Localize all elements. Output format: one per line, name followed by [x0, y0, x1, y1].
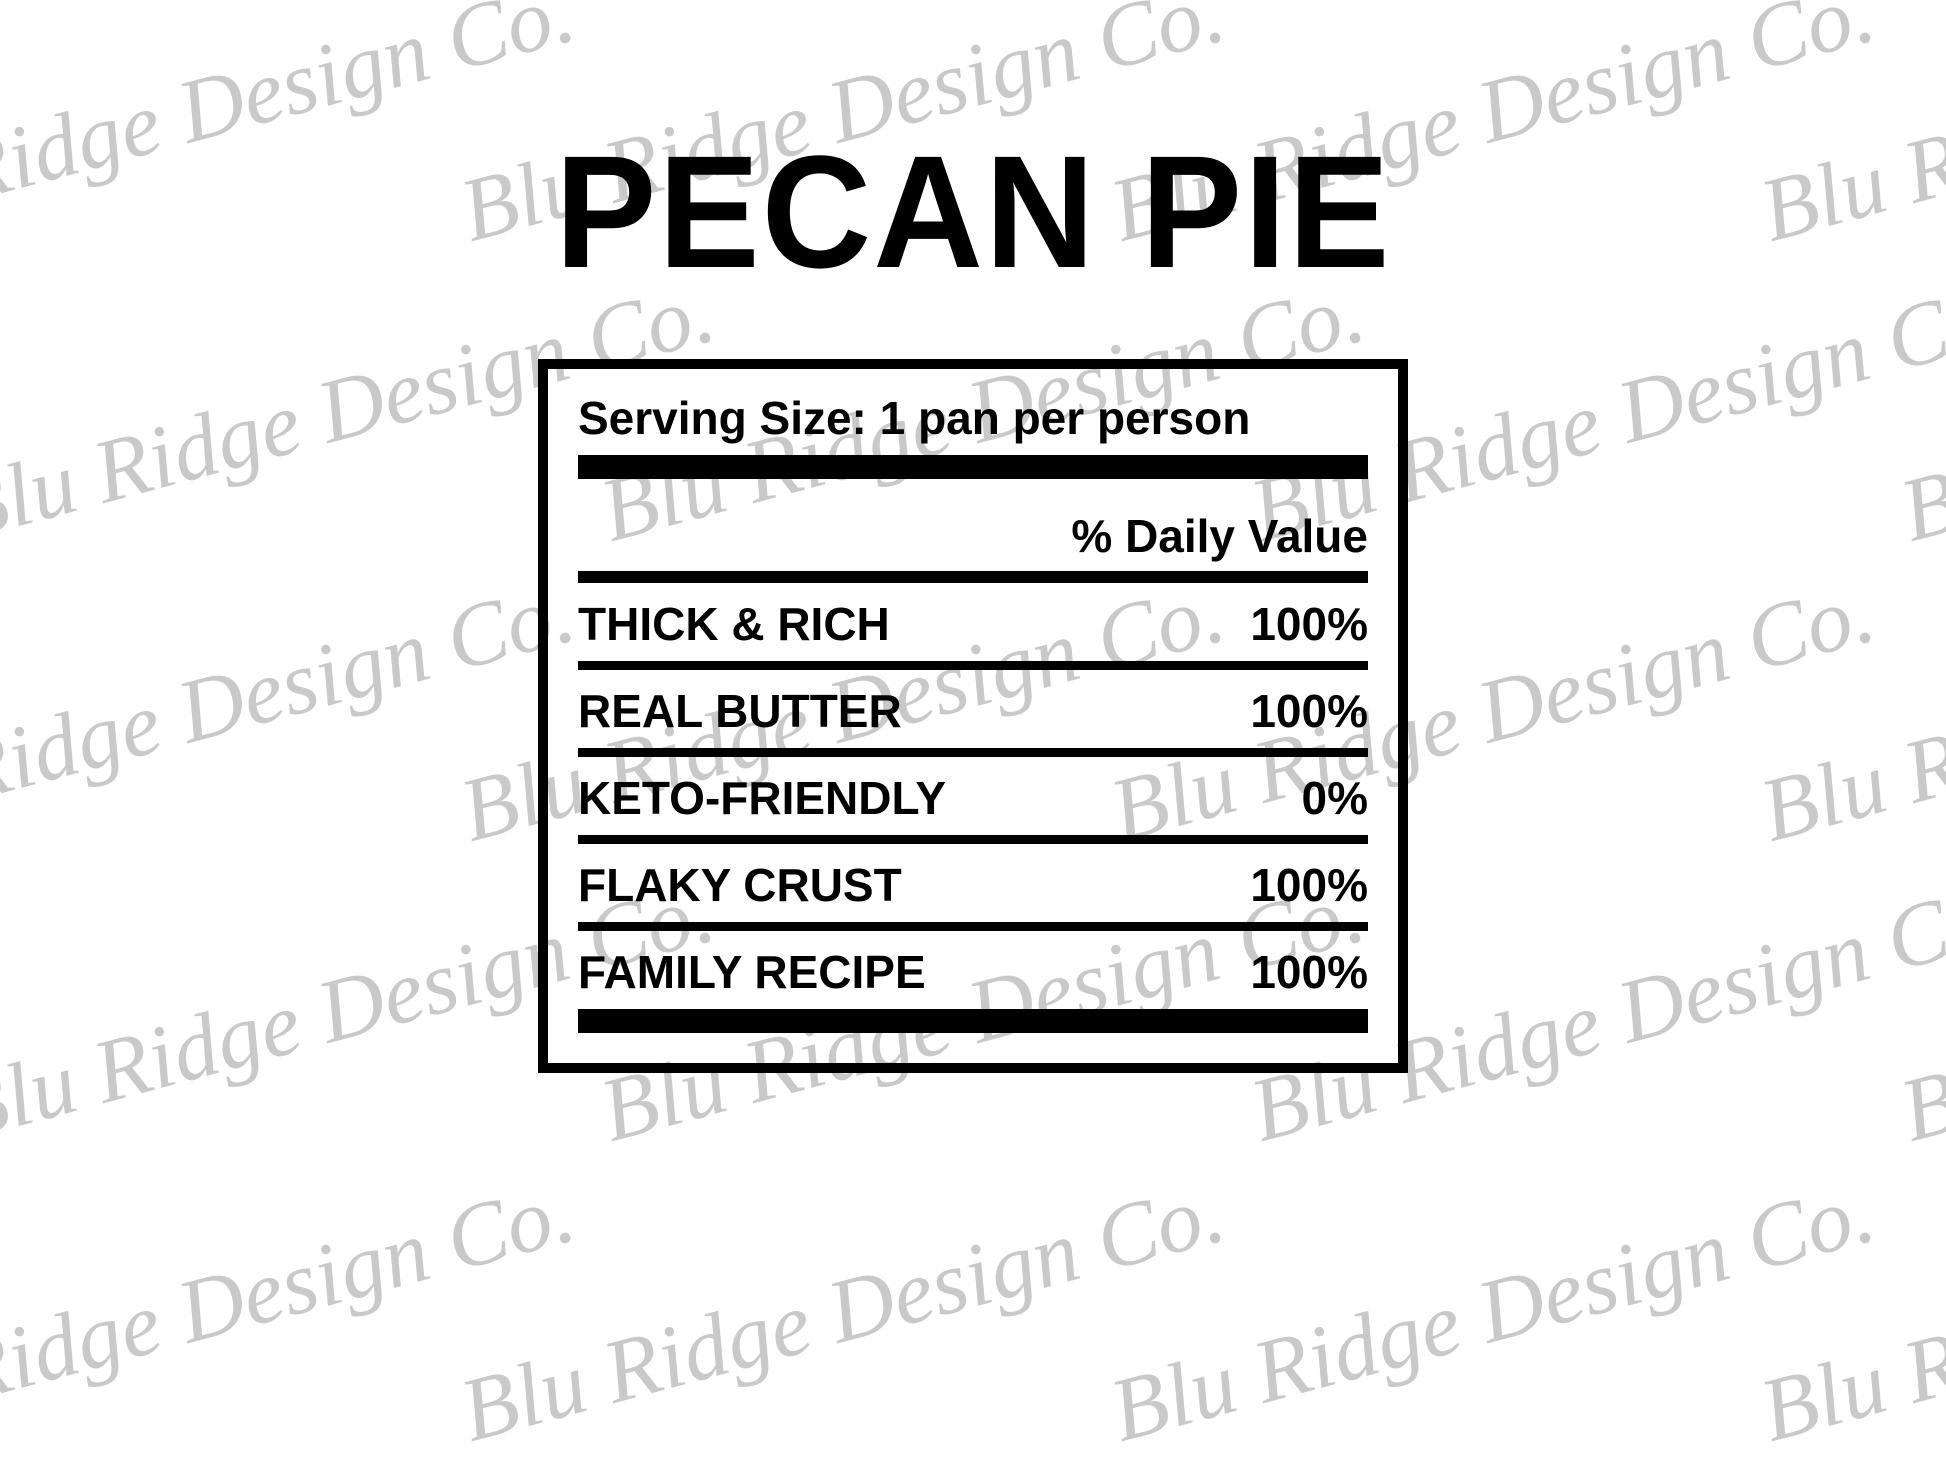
nutrient-value: 100%: [1250, 945, 1368, 999]
nutrient-row: FAMILY RECIPE 100%: [578, 931, 1368, 1009]
nutrition-box: Serving Size: 1 pan per person % Daily V…: [538, 359, 1408, 1073]
bar-med: [578, 571, 1368, 583]
bar-thin: [578, 835, 1368, 844]
nutrient-label: FAMILY RECIPE: [578, 945, 926, 999]
nutrient-row: REAL BUTTER 100%: [578, 670, 1368, 748]
nutrient-label: THICK & RICH: [578, 597, 890, 651]
bar-thick: [578, 455, 1368, 479]
nutrient-row: FLAKY CRUST 100%: [578, 844, 1368, 922]
nutrient-label: KETO-FRIENDLY: [578, 771, 946, 825]
nutrient-value: 100%: [1250, 597, 1368, 651]
bar-thin: [578, 748, 1368, 757]
nutrient-label: REAL BUTTER: [578, 684, 902, 738]
nutrition-graphic: PECAN PIE Serving Size: 1 pan per person…: [0, 0, 1946, 1462]
bar-thin: [578, 661, 1368, 670]
nutrient-row: KETO-FRIENDLY 0%: [578, 757, 1368, 835]
nutrient-value: 100%: [1250, 858, 1368, 912]
serving-line: Serving Size: 1 pan per person: [578, 391, 1368, 455]
nutrient-value: 100%: [1250, 684, 1368, 738]
nutrient-value: 0%: [1302, 771, 1368, 825]
serving-label: Serving Size:: [578, 392, 867, 444]
daily-value-header: % Daily Value: [578, 479, 1368, 571]
rows-container: THICK & RICH 100% REAL BUTTER 100% KETO-FRIE…: [578, 583, 1368, 1033]
bar-thin: [578, 922, 1368, 931]
nutrient-label: FLAKY CRUST: [578, 858, 902, 912]
bar-thick: [578, 1009, 1368, 1033]
serving-value: 1 pan per person: [880, 392, 1251, 444]
title: PECAN PIE: [555, 120, 1391, 304]
nutrient-row: THICK & RICH 100%: [578, 583, 1368, 661]
